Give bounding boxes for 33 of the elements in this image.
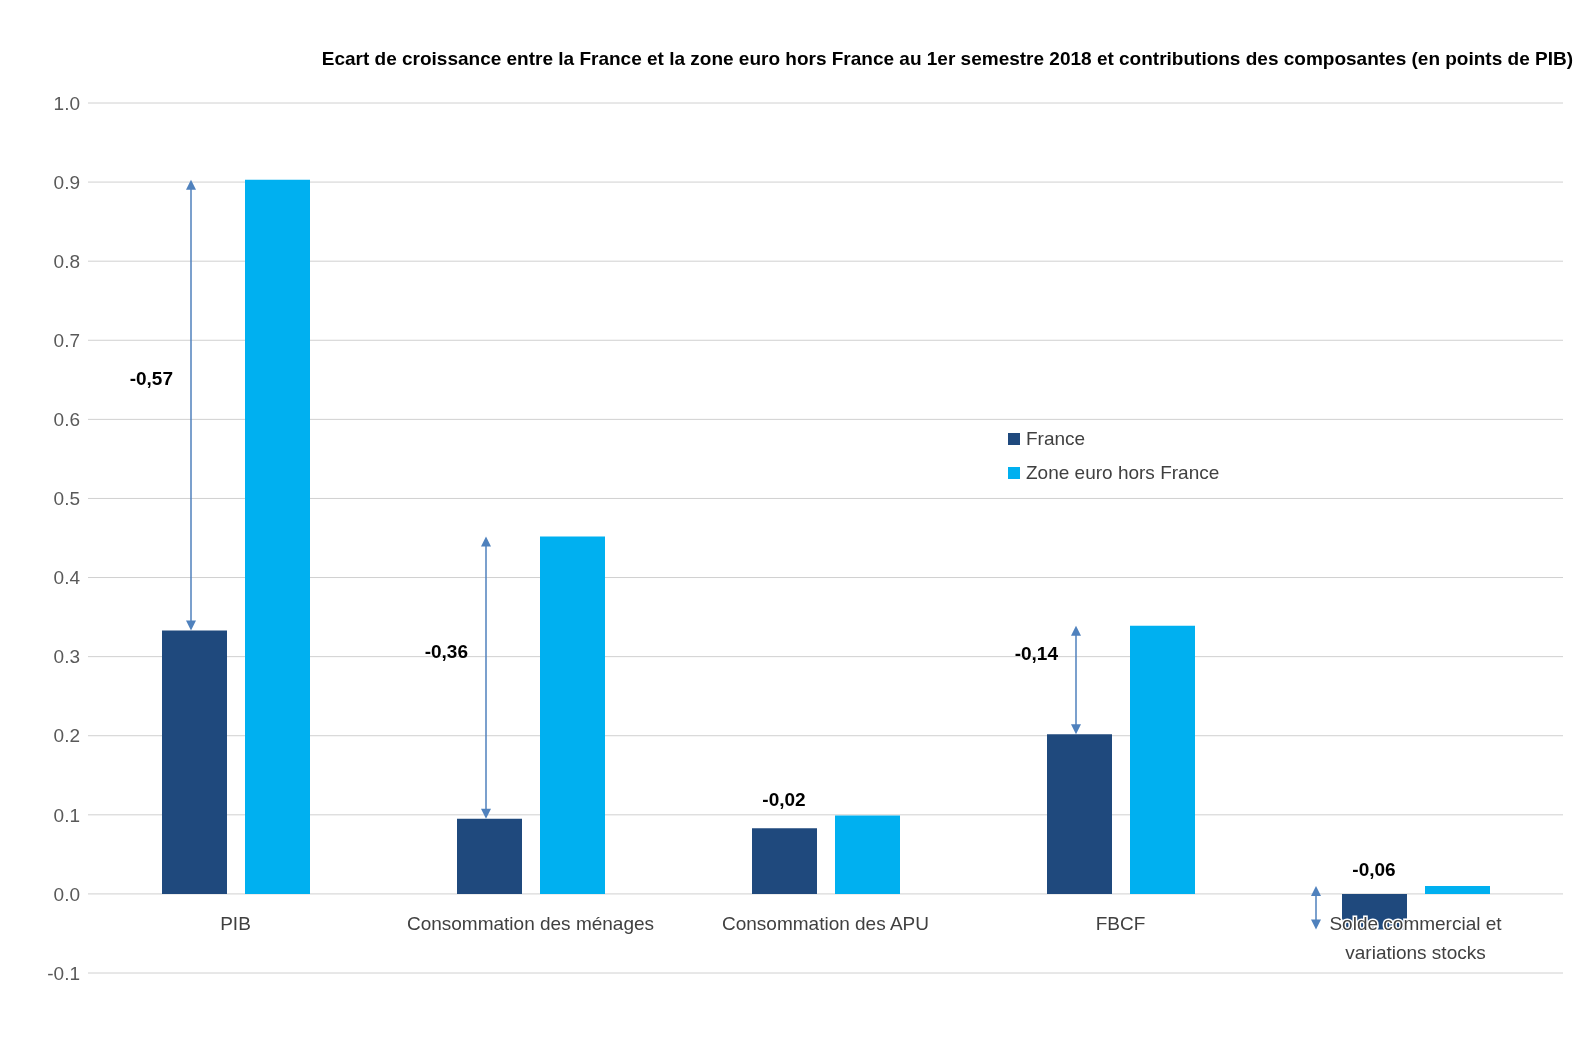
legend-label: France <box>1025 428 1087 450</box>
y-tick-label: 0.6 <box>53 409 80 431</box>
x-tick-label: Consommation des ménages <box>406 912 655 934</box>
y-tick-label: 0.4 <box>53 567 81 589</box>
bar <box>752 828 817 894</box>
y-tick-label: 0.1 <box>53 804 80 826</box>
y-tick-label: 0.0 <box>53 883 80 905</box>
x-tick-label: FBCF <box>1095 912 1146 934</box>
bar <box>1425 886 1490 894</box>
annotation: -0,06 <box>1352 859 1396 880</box>
y-tick-label: 1.0 <box>53 92 80 114</box>
bar <box>457 818 522 894</box>
y-tick-label: 0.5 <box>53 488 80 510</box>
annotation: -0,57 <box>129 368 173 390</box>
bar <box>1047 734 1112 894</box>
y-tick-label: 0.8 <box>53 250 80 272</box>
bar <box>1130 625 1195 894</box>
x-tick-label: PIB <box>220 912 251 934</box>
annotation: -0,02 <box>762 788 806 810</box>
y-tick-label: -0.1 <box>47 962 80 984</box>
chart-title: Ecart de croissance entre la France et la zone euro hors France au 1er semestre 2018 et contributions des composantes (en points de PIB) <box>320 48 1573 70</box>
y-tick-label: 0.9 <box>53 171 80 193</box>
legend-label: Zone euro hors France <box>1025 462 1220 484</box>
y-tick-label: 0.3 <box>53 646 80 668</box>
bar <box>162 630 227 894</box>
annotation: -0,14 <box>1014 642 1059 664</box>
annotation: -0,36 <box>424 640 468 662</box>
bar <box>245 179 310 894</box>
y-tick-label: 0.7 <box>53 330 80 352</box>
bar <box>835 815 900 894</box>
x-tick-label: Consommation des APU <box>722 912 929 934</box>
y-tick-label: 0.2 <box>53 725 80 747</box>
bar <box>540 536 605 894</box>
